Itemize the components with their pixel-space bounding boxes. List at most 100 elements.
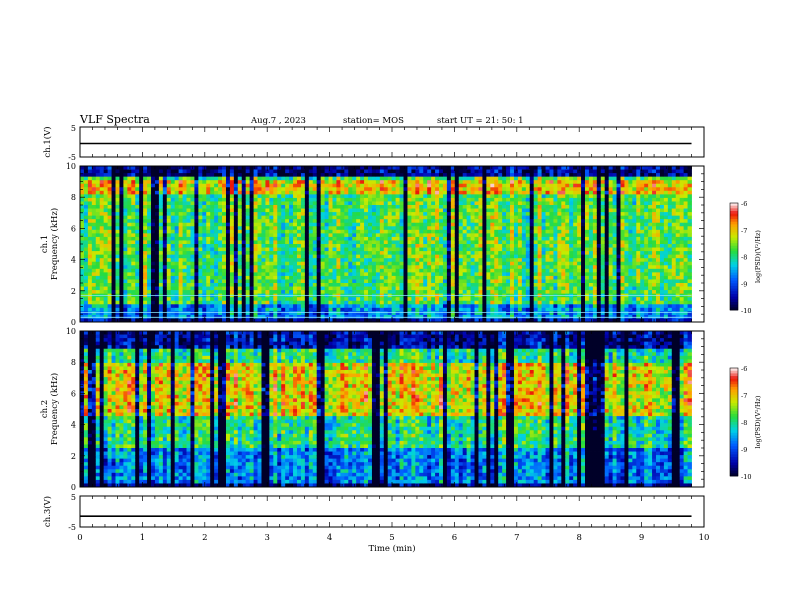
spectrogram-cell: [348, 236, 353, 241]
spectrogram-cell: [348, 275, 353, 280]
spectrogram-cell: [225, 244, 231, 248]
spectrogram-cell: [352, 244, 357, 248]
spectrogram-cell: [486, 208, 491, 213]
spectrogram-cell: [80, 290, 85, 295]
spectrogram-cell: [91, 173, 97, 178]
spectrogram-cell: [296, 219, 302, 224]
spectrogram-cell: [202, 265, 207, 270]
spectrogram-cell: [415, 194, 420, 199]
spectrogram-cell: [99, 166, 105, 170]
spectrogram-cell: [214, 194, 219, 199]
spectrogram-cell: [375, 258, 381, 263]
spectrogram-cell: [328, 212, 333, 217]
spectrogram-cell: [466, 314, 471, 319]
spectrogram-cell: [206, 251, 211, 256]
spectrogram-cell: [194, 261, 199, 266]
spectrogram-cell: [486, 236, 491, 241]
spectrogram-cell: [123, 180, 128, 185]
spectrogram-cell: [285, 233, 290, 238]
spectrogram-cell: [371, 187, 377, 192]
spectrogram-cell: [115, 265, 120, 270]
spectrogram-cell: [198, 247, 203, 252]
spectrogram-cell: [277, 222, 282, 227]
spectrogram-cell: [328, 222, 333, 227]
spectrogram-cell: [296, 176, 302, 181]
spectrogram-cell: [399, 279, 404, 284]
spectrogram-cell: [202, 229, 207, 234]
spectrogram-cell: [399, 229, 404, 234]
spectrogram-cell: [111, 205, 116, 209]
spectrogram-cell: [427, 215, 432, 220]
spectrogram-cell: [486, 197, 491, 202]
spectrogram-cell: [237, 180, 243, 185]
spectrogram-cell: [154, 314, 160, 319]
spectrogram-cell: [371, 304, 377, 309]
spectrogram-cell: [356, 307, 361, 312]
spectrogram-cell: [442, 194, 448, 199]
spectrogram-cell: [143, 311, 148, 316]
spectrogram-cell: [91, 180, 97, 185]
spectrogram-cell: [202, 233, 207, 238]
spectrogram-cell: [99, 222, 105, 227]
spectrogram-cell: [91, 275, 97, 280]
spectrogram-cell: [143, 176, 148, 181]
spectrogram-cell: [194, 176, 199, 181]
spectrogram-cell: [407, 176, 412, 181]
spectrogram-cell: [115, 279, 120, 284]
spectrogram-cell: [222, 265, 227, 270]
spectrogram-cell: [439, 286, 444, 291]
spectrogram-cell: [399, 240, 404, 245]
spectrogram-cell: [119, 279, 124, 284]
spectrogram-cell: [253, 226, 258, 231]
spectrogram-cell: [273, 258, 278, 263]
spectrogram-cell: [304, 290, 310, 295]
spectrogram-cell: [419, 187, 424, 192]
spectrogram-cell: [233, 194, 239, 199]
spectrogram-cell: [470, 286, 475, 291]
spectrogram-cell: [383, 187, 389, 192]
spectrogram-cell: [368, 205, 373, 209]
spectrogram-cell: [225, 201, 231, 206]
spectrogram-cell: [265, 240, 270, 245]
spectrogram-cell: [293, 265, 298, 270]
spectrogram-cell: [478, 183, 483, 188]
spectrogram-cell: [442, 233, 448, 238]
spectrogram-cell: [218, 265, 223, 270]
spectrogram-cell: [182, 297, 187, 302]
spectrogram-cell: [174, 272, 180, 277]
spectrogram-cell: [316, 201, 322, 206]
spectrogram-cell: [293, 173, 298, 178]
spectrogram-cell: [300, 229, 306, 234]
spectrogram-cell: [435, 272, 440, 277]
spectrogram-cell: [103, 212, 109, 217]
spectrogram-cell: [368, 183, 373, 188]
spectrogram-cell: [162, 247, 168, 252]
spectrogram-cell: [304, 190, 310, 195]
spectrogram-cell: [435, 258, 440, 263]
spectrogram-cell: [383, 272, 389, 277]
spectrogram-cell: [257, 283, 262, 287]
spectrogram-cell: [395, 194, 400, 199]
spectrogram-cell: [131, 187, 136, 192]
spectrogram-cell: [139, 268, 144, 273]
spectrogram-cell: [174, 307, 180, 312]
spectrogram-cell: [375, 205, 381, 209]
spectrogram-cell: [206, 166, 211, 170]
spectrogram-cell: [158, 311, 164, 316]
spectrogram-cell: [490, 275, 495, 280]
spectrogram-cell: [308, 208, 314, 213]
spectrogram-cell: [190, 229, 195, 234]
spectrogram-cell: [462, 314, 468, 319]
spectrogram-cell: [304, 205, 310, 209]
spectrogram-cell: [379, 173, 385, 178]
spectrogram-cell: [123, 300, 128, 305]
spectrogram-cell: [521, 236, 527, 241]
spectrogram-cell: [174, 304, 180, 309]
spectrogram-cell: [245, 166, 251, 170]
spectrogram-cell: [83, 258, 89, 263]
spectrogram-cell: [147, 297, 152, 302]
spectrogram-cell: [419, 268, 424, 273]
spectrogram-cell: [454, 205, 460, 209]
spectrogram-cell: [296, 215, 302, 220]
spectrogram-cell: [87, 180, 93, 185]
